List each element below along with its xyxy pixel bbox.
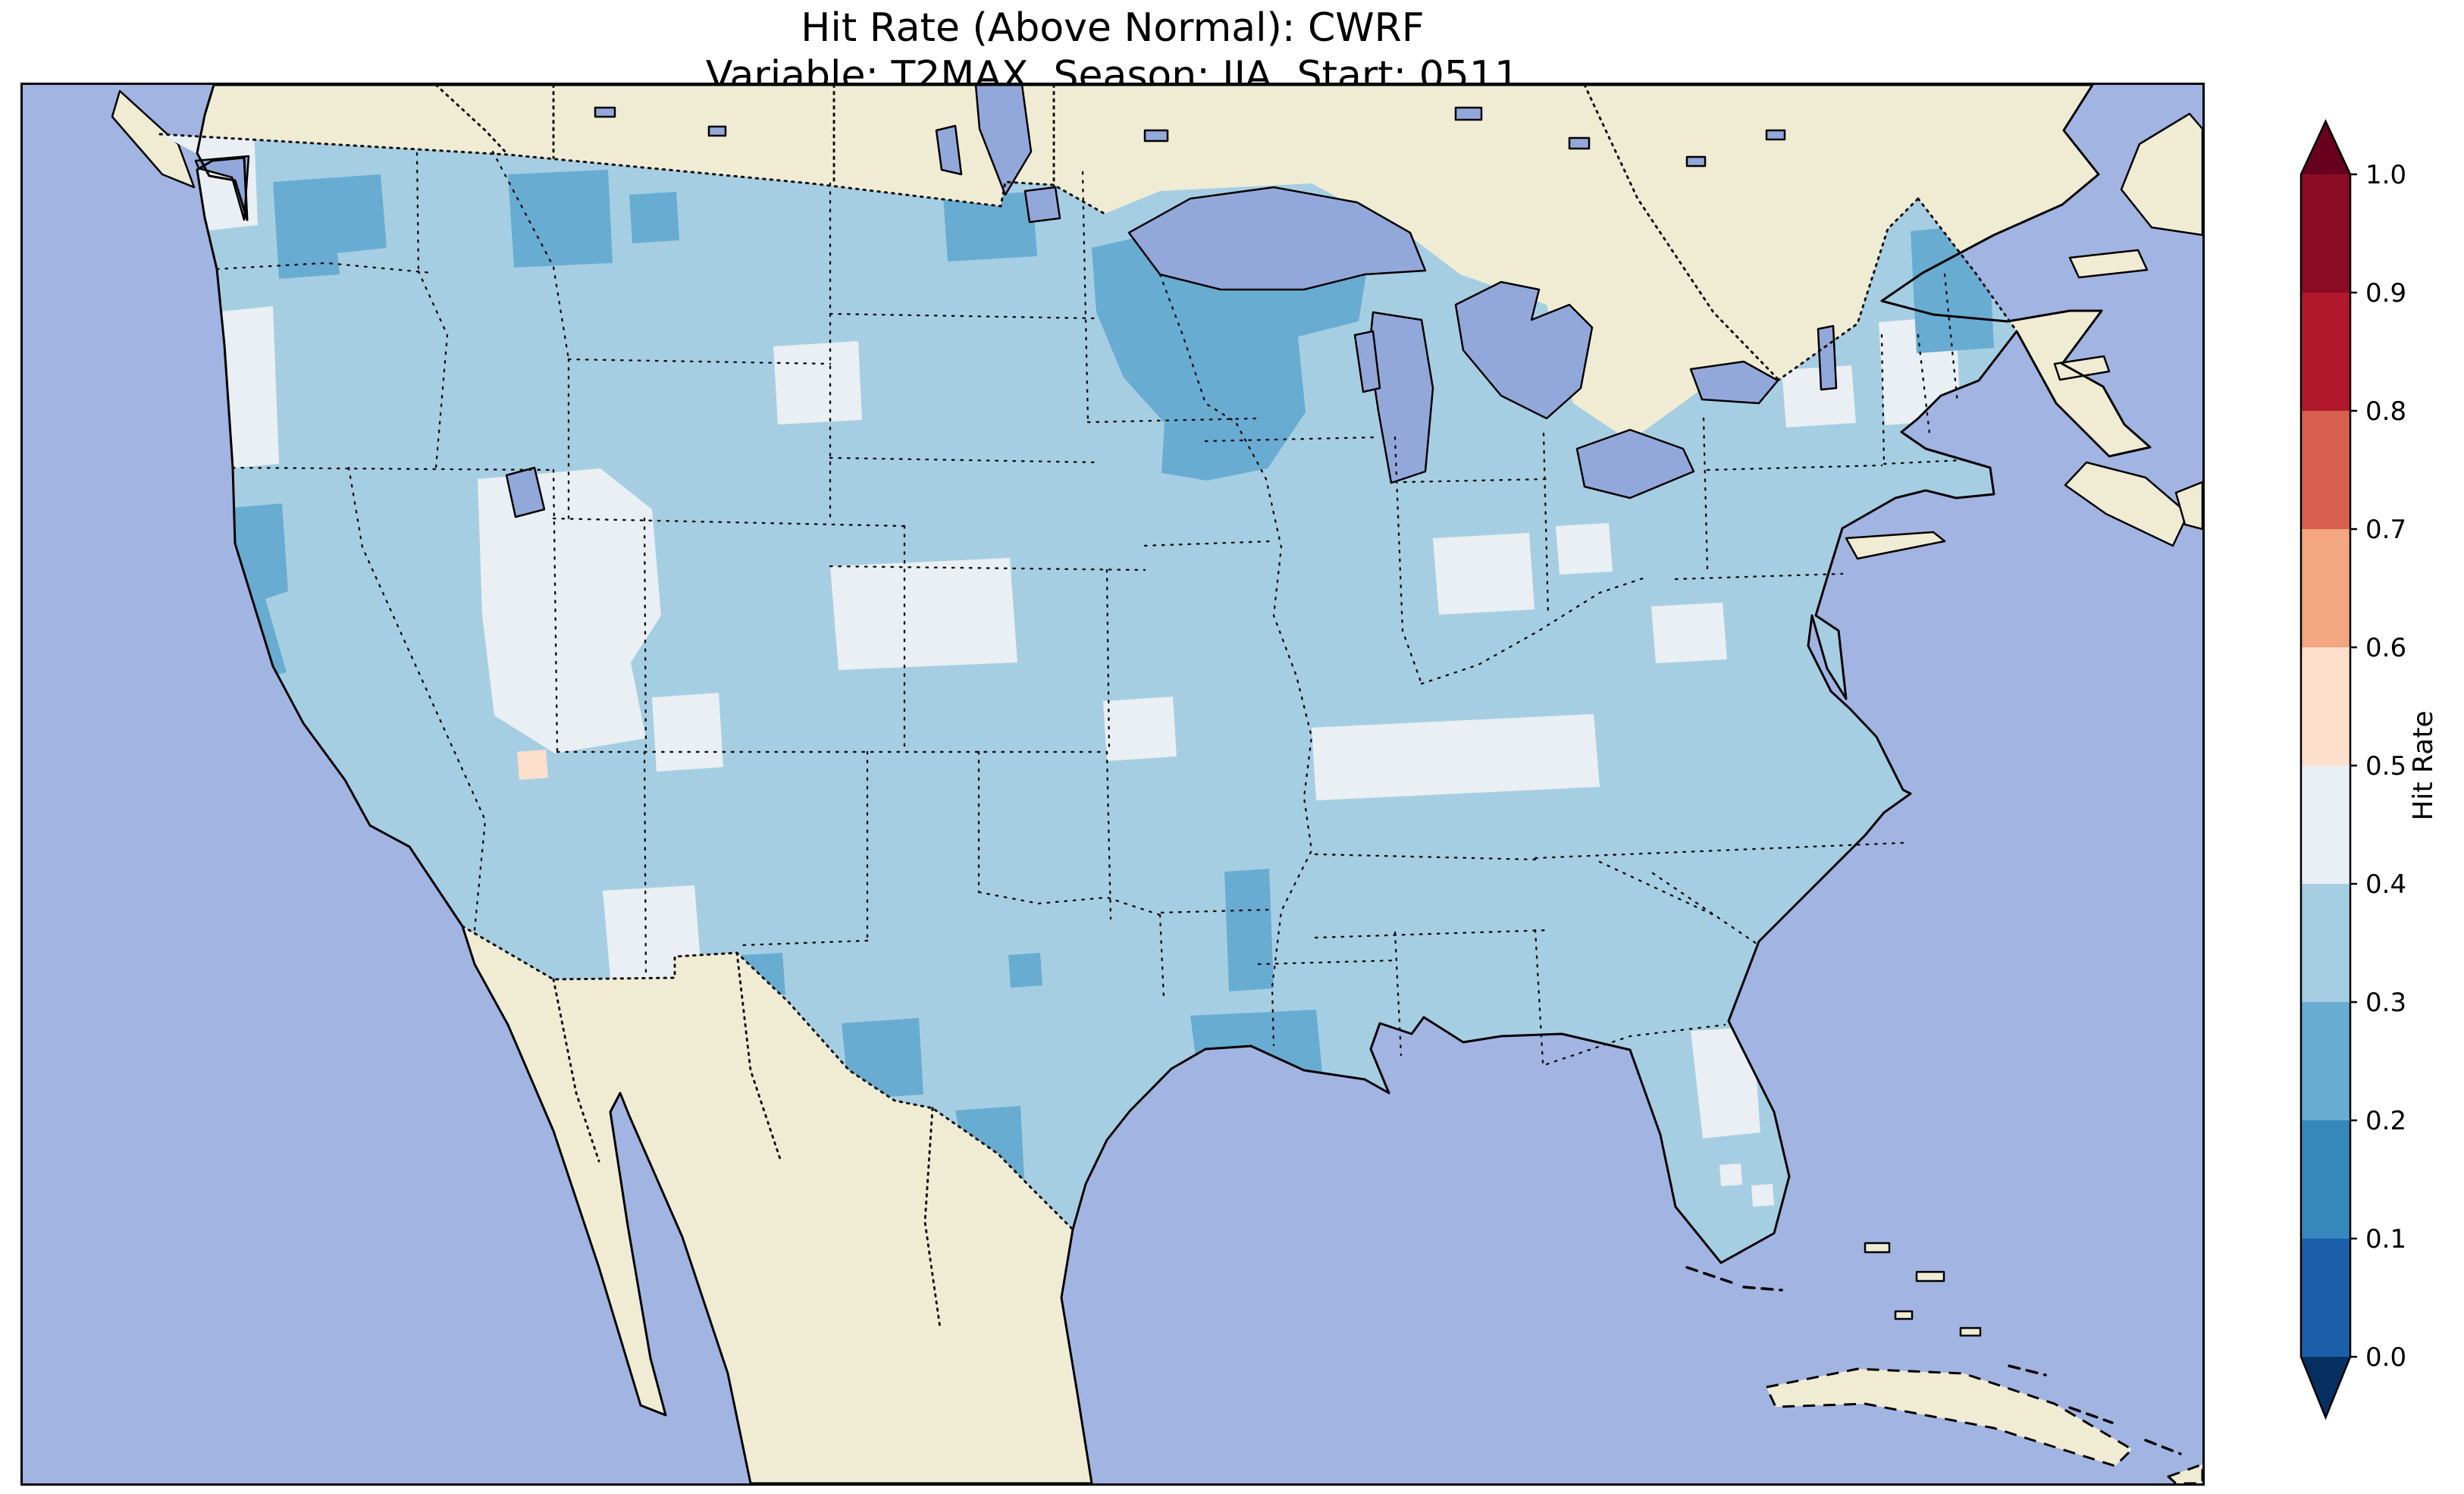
prince-edward-island [2053, 355, 2111, 381]
colorbar-segment [2301, 529, 2350, 648]
colorbar-segment [2301, 766, 2350, 885]
colorbar-axis-label: Hit Rate [2408, 710, 2439, 820]
colorbar-extend-min [2301, 1357, 2350, 1417]
region-florida-white-cell-2 [1751, 1184, 1774, 1207]
region-wyoming-sd-pale [773, 341, 862, 424]
region-big-bend-dark [842, 1018, 923, 1099]
lake-winnipeg [974, 85, 1033, 196]
newfoundland-island [2120, 112, 2202, 236]
colorbar-tick-label: 0.5 [2365, 751, 2406, 781]
colorbar-tick-label: 0.2 [2365, 1106, 2406, 1136]
hispaniola-corner [2167, 1463, 2202, 1483]
lake-erie [1575, 428, 1695, 500]
lake-champlain [1817, 324, 1838, 391]
canada-small-lakes [594, 106, 1786, 168]
colorbar-tick-label: 1.0 [2365, 160, 2406, 190]
great-salt-lake [505, 466, 546, 518]
colorbar-tick-label: 0.1 [2365, 1224, 2406, 1254]
region-florida-white-cell-1 [1719, 1164, 1742, 1186]
region-colorado-pale [652, 693, 723, 772]
region-upstate-ny-pale [1782, 365, 1856, 428]
region-ozark-pale [1103, 697, 1177, 761]
map-frame [20, 83, 2205, 1486]
green-bay [1353, 330, 1381, 393]
colorbar-segment [2301, 411, 2350, 530]
region-plains-pale [830, 558, 1017, 670]
region-nd-mn-dark [943, 192, 1037, 262]
lake-ontario [1689, 360, 1779, 405]
region-wv-va-pale [1651, 603, 1727, 663]
lake-of-the-woods [1024, 186, 1061, 224]
colorbar-extend-max [2301, 121, 2350, 174]
region-montana-west-dark [508, 170, 613, 268]
bahamas-islands [1864, 1242, 1982, 1337]
region-tennessee-pale [1312, 714, 1600, 800]
colorbar-segment [2301, 884, 2350, 1003]
puget-sound-strait [194, 155, 250, 221]
country-borders [158, 85, 2018, 1330]
colorbar-tick-label: 0.0 [2365, 1342, 2406, 1373]
region-ohio-east-pale [1556, 523, 1613, 575]
long-island [1845, 531, 1946, 560]
colorbar-segment [2301, 1239, 2350, 1358]
anticosti-island [2068, 249, 2149, 279]
region-ohio-pale [1433, 533, 1535, 615]
colorbar-segment [2301, 647, 2350, 766]
colorbar-segment [2301, 1002, 2350, 1121]
colorbar-segment [2301, 174, 2350, 293]
lake-manitoba [935, 124, 963, 176]
region-lower-mississippi-dark [1224, 869, 1274, 991]
florida-keys-antilles-dashes [1685, 1266, 2182, 1455]
region-nevada-pink-cell [517, 750, 548, 780]
colorbar-tick-label: 0.8 [2365, 396, 2406, 427]
colorbar-tick-label: 0.6 [2365, 633, 2406, 663]
state-borders [215, 150, 1965, 1066]
lake-superior [1127, 186, 1427, 291]
lake-huron [1454, 280, 1594, 420]
colorbar-segment [2301, 293, 2350, 412]
region-central-texas-dark-cell [1008, 953, 1042, 988]
region-wa-id-dark [273, 174, 387, 279]
colorbar-segment [2301, 1120, 2350, 1239]
cape-breton-island [2174, 481, 2202, 531]
cuba-coastline [1765, 1367, 2133, 1467]
nova-scotia [2064, 461, 2190, 547]
region-montana-east-dark [629, 192, 679, 243]
colorbar-tick-label: 0.4 [2365, 869, 2406, 900]
colorbar-tick-label: 0.9 [2365, 278, 2406, 309]
region-south-florida-pale [1691, 1027, 1760, 1139]
region-great-basin-pale [478, 468, 661, 753]
map-canvas [23, 85, 2202, 1483]
colorbar-tick-label: 0.3 [2365, 988, 2406, 1018]
colorbar: 1.0 0.9 0.8 0.7 0.6 0.5 0.4 0.3 0.2 0.1 0.0 Hit Rat… [2299, 119, 2439, 1420]
colorbar-tick-label: 0.7 [2365, 515, 2406, 545]
title-line-1: Hit Rate (Above Normal): CWRF [801, 5, 1425, 51]
